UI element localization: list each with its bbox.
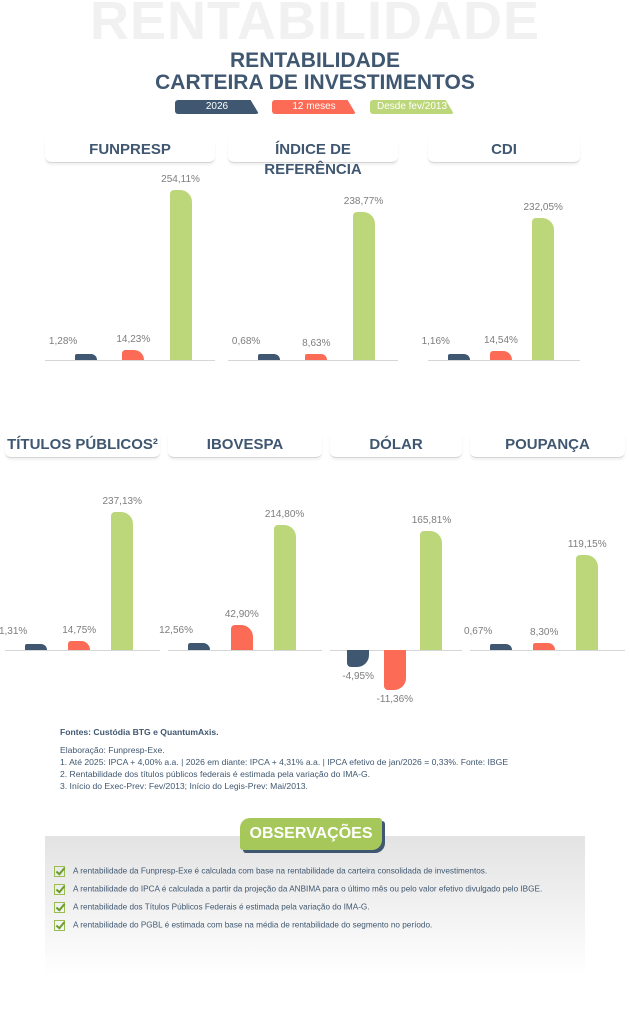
background-word: RENTABILIDADE xyxy=(90,0,540,51)
sources: Fontes: Custódia BTG e QuantumAxis. xyxy=(60,727,219,737)
bar-2026 xyxy=(447,354,470,360)
obs-item: A rentabilidade do IPCA é calculada a pa… xyxy=(54,884,542,895)
chart-panel: DÓLAR -4,95% -11,36% 165,81% xyxy=(330,435,462,710)
value-label: 8,30% xyxy=(530,627,559,639)
bar-12-meses xyxy=(305,354,328,360)
notes: Fontes: Custódia BTG e QuantumAxis. Elab… xyxy=(60,726,508,792)
bar-desde-fev-2013 xyxy=(273,525,296,650)
chart-title: CDI xyxy=(428,140,580,163)
value-label: 119,15% xyxy=(567,538,607,550)
observacoes-box xyxy=(45,836,585,976)
chart-panel: ÍNDICE DE REFERÊNCIA 0,68% 8,63% 238,77% xyxy=(228,140,398,420)
chart-title: POUPANÇA xyxy=(470,435,625,458)
page-title: RENTABILIDADE CARTEIRA DE INVESTIMENTOS xyxy=(0,50,630,94)
value-label: 1,31% xyxy=(0,626,28,637)
chart-panel: POUPANÇA 0,67% 8,30% 119,15% xyxy=(464,435,625,710)
value-label: 254,11% xyxy=(161,173,200,185)
value-label: 0,67% xyxy=(463,626,493,637)
bar-12-meses xyxy=(533,643,556,650)
baseline xyxy=(45,360,215,361)
value-label: 14,75% xyxy=(62,625,97,637)
bar-desde-fev-2013 xyxy=(532,218,555,360)
value-label: 232,05% xyxy=(523,202,563,214)
chart-title: DÓLAR xyxy=(330,435,462,458)
chart-title: ÍNDICE DE REFERÊNCIA xyxy=(228,140,398,178)
value-label: 214,80% xyxy=(264,509,305,521)
value-label: -11,36% xyxy=(376,693,414,705)
legend-12-meses: 12 meses xyxy=(272,100,356,114)
value-label: 14,23% xyxy=(116,334,151,346)
value-label: 42,90% xyxy=(224,609,259,621)
baseline xyxy=(168,650,322,651)
legend-desde-fev-2013: Desde fev/2013 xyxy=(370,100,454,114)
note-line: 3. Início do Exec-Prev: Fev/2013; Início… xyxy=(60,781,308,791)
bar-desde-fev-2013 xyxy=(111,512,134,650)
value-label: 165,81% xyxy=(411,514,452,526)
title-line-2: CARTEIRA DE INVESTIMENTOS xyxy=(155,71,475,94)
bar-2026 xyxy=(490,644,513,650)
checkbox-icon xyxy=(54,902,65,913)
observacoes-title: OBSERVAÇÕES xyxy=(240,818,382,850)
bar-12-meses xyxy=(122,350,145,360)
bar-12-meses xyxy=(230,625,253,650)
chart-title: IBOVESPA xyxy=(168,435,322,458)
value-label: 238,77% xyxy=(343,195,384,207)
chart-panel: IBOVESPA 12,56% 42,90% 214,80% xyxy=(159,435,322,710)
value-label: 8,63% xyxy=(302,338,331,349)
chart-panel: TÍTULOS PÚBLICOS² 1,31% 14,75% 237,13% xyxy=(0,435,160,710)
bar-desde-fev-2013 xyxy=(576,554,599,650)
value-label: 14,54% xyxy=(484,335,518,347)
bar-desde-fev-2013 xyxy=(352,211,375,360)
bar-12-meses xyxy=(68,641,91,650)
bar-2026 xyxy=(258,354,281,360)
chart-title: FUNPRESP xyxy=(45,140,215,163)
chart-title: TÍTULOS PÚBLICOS² xyxy=(5,435,160,458)
value-label: 237,13% xyxy=(102,496,142,508)
baseline xyxy=(5,650,160,651)
note-line: Elaboração: Funpresp-Exe. xyxy=(60,745,165,755)
obs-item: A rentabilidade do PGBL é estimada com b… xyxy=(54,920,432,931)
value-label: -4,95% xyxy=(342,671,375,683)
bar-12-meses xyxy=(383,650,406,690)
note-line: 1. Até 2025: IPCA + 4,00% a.a. | 2026 em… xyxy=(60,757,509,767)
bar-2026 xyxy=(75,354,98,360)
obs-item: A rentabilidade dos Títulos Públicos Fed… xyxy=(54,902,370,913)
chart-panel: CDI 1,16% 14,54% 232,05% xyxy=(422,140,580,420)
bar-12-meses xyxy=(489,351,512,360)
baseline xyxy=(228,360,398,361)
value-label: 0,68% xyxy=(231,336,261,347)
value-label: 1,16% xyxy=(421,336,450,347)
title-line-1: RENTABILIDADE xyxy=(230,49,400,72)
bar-desde-fev-2013 xyxy=(169,189,192,360)
value-label: 1,28% xyxy=(48,336,78,347)
chart-panel: FUNPRESP 1,28% 14,23% 254,11% xyxy=(45,140,215,420)
checkbox-icon xyxy=(54,920,65,931)
bar-2026 xyxy=(347,650,370,668)
obs-item: A rentabilidade da Funpresp-Exe é calcul… xyxy=(54,866,487,877)
note-line: 2. Rentabilidade dos títulos públicos fe… xyxy=(60,769,371,779)
bar-2026 xyxy=(188,642,211,650)
legend-2026: 2026 xyxy=(175,100,259,114)
baseline xyxy=(428,360,580,361)
baseline xyxy=(470,650,625,651)
value-label: 12,56% xyxy=(159,624,193,636)
bar-desde-fev-2013 xyxy=(420,530,443,650)
bar-2026 xyxy=(25,644,48,650)
checkbox-icon xyxy=(54,866,65,877)
checkbox-icon xyxy=(54,884,65,895)
